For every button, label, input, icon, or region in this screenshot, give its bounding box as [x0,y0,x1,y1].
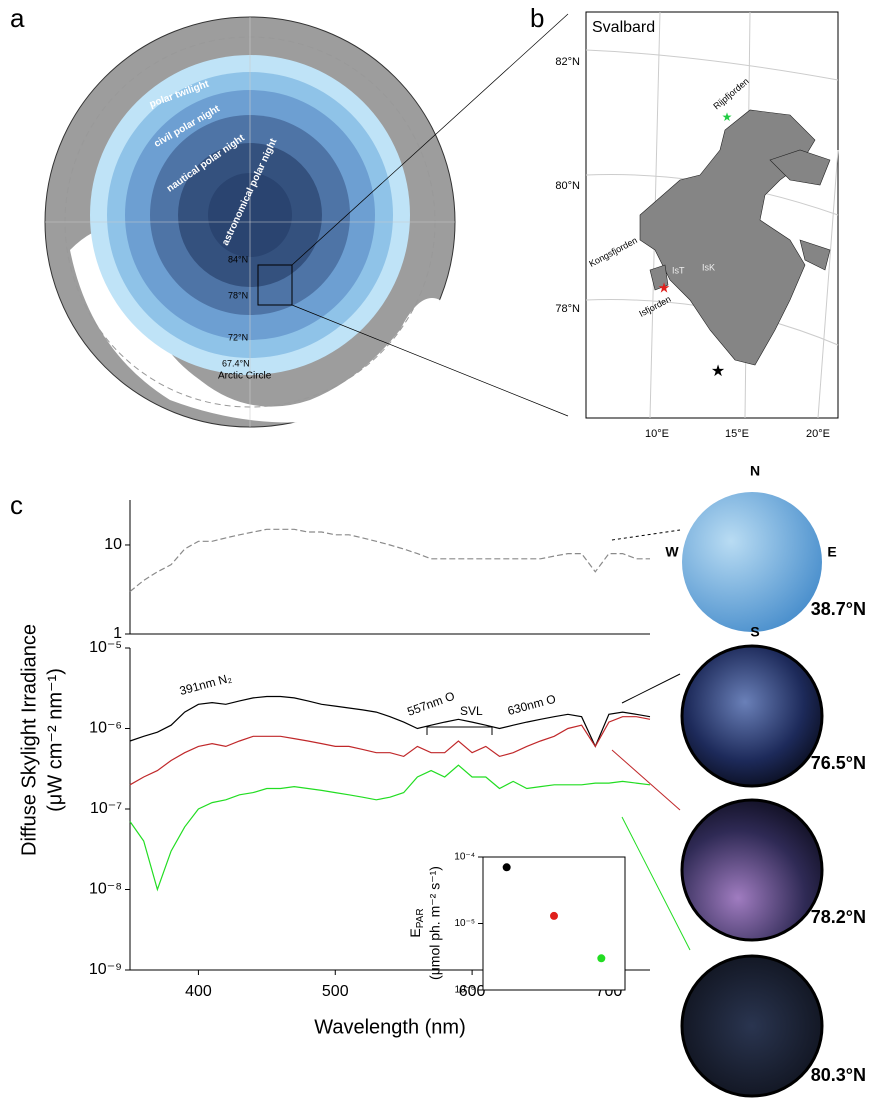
sky-images [611,492,824,1098]
lat-label: 78°N [228,290,248,300]
panel-label: c [10,490,23,520]
y-tick-label: 10⁻⁵ [454,918,475,929]
latitude-caption: 80.3°N [811,1065,866,1085]
place-label: IsT [672,265,685,275]
lat-label: 80°N [555,180,580,192]
spectrum-line [129,764,651,892]
lat-label: 82°N [555,56,580,68]
y-axis-title: (μW cm⁻² nm⁻¹) [44,668,66,812]
panel-label: b [530,3,544,33]
annotation: 391nm N₂ [178,671,233,698]
lat-label: 84°N [228,254,248,264]
y-tick-label: 1 [113,625,122,642]
point [502,863,511,872]
lon-label: 15°E [725,428,749,440]
lat-label: 72°N [228,332,248,342]
y-axis-title: EPAR [407,908,426,937]
y-tick-label: 10⁻⁹ [89,961,122,978]
latitude-caption: 38.7°N [811,599,866,619]
spectrum-line [129,528,650,592]
y-tick-label: 10⁻⁶ [454,985,475,996]
x-axis-title: Wavelength (nm) [314,1016,466,1038]
lon-label: 10°E [645,428,669,440]
y-tick-label: 10⁻⁷ [90,800,122,817]
lat-label: 67.4°N [222,358,250,368]
svg-text:★: ★ [722,110,733,124]
point [550,911,558,920]
svg-text:★: ★ [711,363,725,380]
y-axis-title: (μmol ph. m⁻² s⁻¹) [427,866,443,980]
spectrum-line [129,716,651,786]
place-label: IsK [702,262,715,272]
x-tick-label: 600 [459,983,486,1000]
annotation: SVL [460,704,483,718]
y-axis-title-sub: PAR [415,908,426,928]
compass-label: E [827,544,836,560]
y-tick-label: 10⁻⁵ [89,639,122,656]
arctic-circle-label: Arctic Circle [218,371,272,382]
lat-label: 78°N [555,303,580,315]
plot-frame [482,856,626,991]
latitude-caption: 78.2°N [811,907,866,927]
annotation: 557nm O [405,689,456,719]
annotation: 630nm O [506,692,557,718]
map-title: Svalbard [592,19,655,36]
panel-label: a [10,3,25,33]
y-tick-label: 10 [104,536,122,553]
polar-map [44,13,569,428]
point [597,954,606,963]
x-tick-label: 400 [185,983,212,1000]
compass-label: N [750,463,760,479]
svg-text:★: ★ [658,280,671,296]
spectrum-line [129,695,651,748]
y-tick-label: 10⁻⁸ [89,881,122,898]
y-axis-title-main: E [407,928,423,937]
y-tick-label: 10⁻⁶ [89,720,122,737]
annotation-bracket [426,726,493,735]
y-tick-label: 10⁻⁴ [454,852,475,863]
y-axis-title: Diffuse Skylight Irradiance [18,624,40,856]
lon-label: 20°E [806,428,830,440]
compass-label: S [750,624,759,640]
x-tick-label: 500 [322,983,349,1000]
compass-label: W [665,544,679,560]
svalbard-map: ★ ★ ★ [585,11,839,419]
latitude-caption: 76.5°N [811,753,866,773]
